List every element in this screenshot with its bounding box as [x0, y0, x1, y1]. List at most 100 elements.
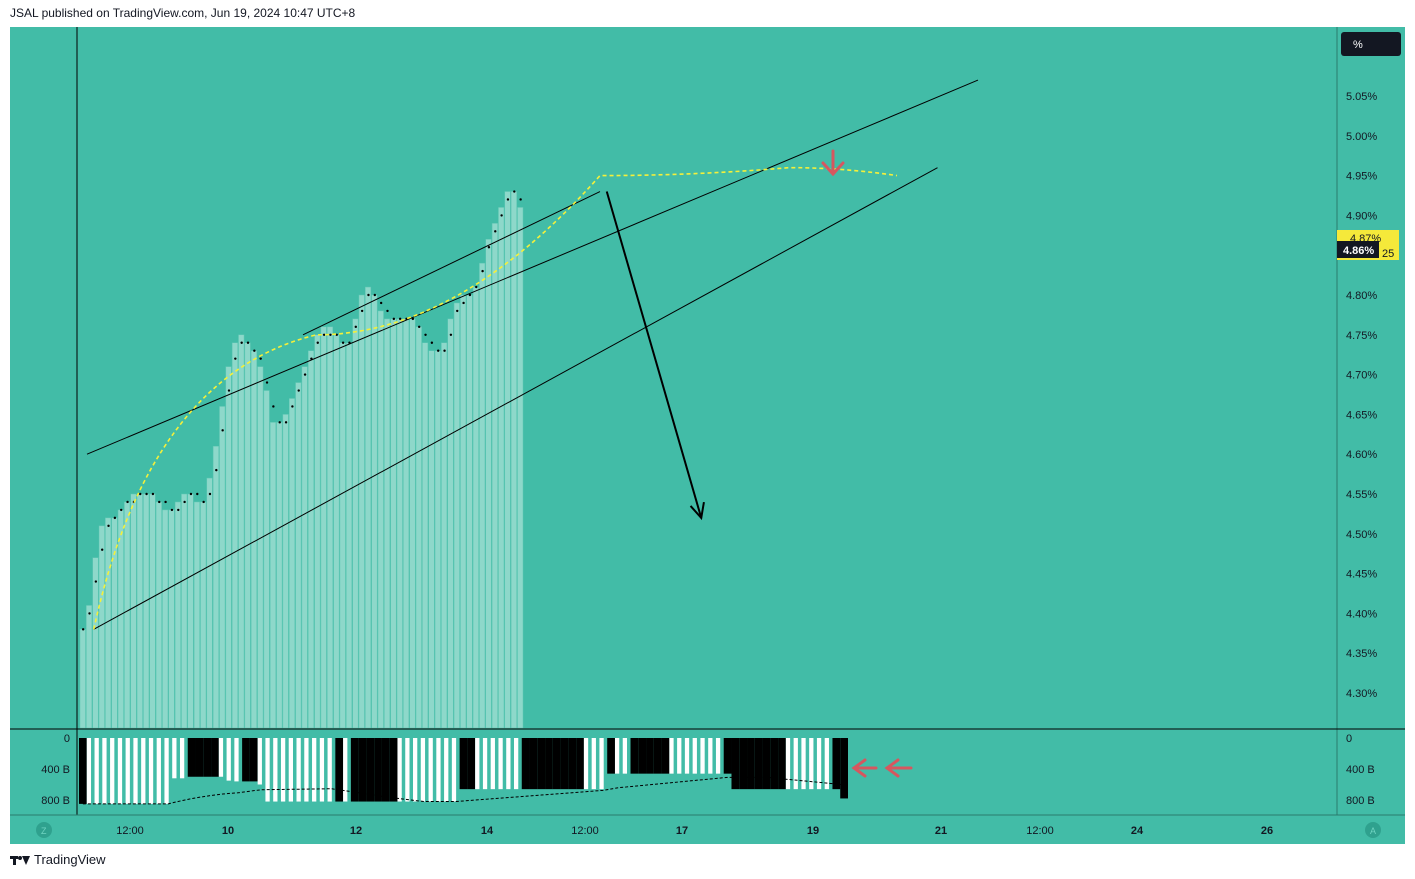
price-bar — [320, 326, 327, 729]
price-dot — [291, 405, 294, 408]
volume-bar — [420, 738, 426, 802]
volume-average-line — [82, 776, 845, 805]
unit-button[interactable] — [1341, 32, 1401, 56]
price-bar — [86, 605, 93, 729]
trend-drawings — [86, 79, 979, 630]
price-tick-label: 4.45% — [1346, 569, 1377, 581]
volume-bar — [747, 738, 755, 790]
volume-tick-label-left: 400 B — [41, 764, 70, 776]
auto-scale-button-label: A — [1370, 826, 1376, 836]
volume-bar — [110, 738, 115, 804]
tradingview-logo-icon — [10, 854, 30, 866]
channel-lower-line[interactable] — [93, 167, 938, 630]
price-dot — [126, 500, 129, 504]
current-price-label-bg — [1337, 241, 1379, 258]
price-bar — [187, 493, 194, 729]
price-dot — [284, 421, 288, 424]
time-tick-label: 19 — [807, 825, 819, 837]
channel-upper-line[interactable] — [86, 79, 979, 455]
chart-frame[interactable]: 5.05%5.00%4.95%4.90%4.85%4.80%4.75%4.70%… — [10, 27, 1405, 844]
volume-bar — [700, 738, 705, 774]
projection-arrow-head — [689, 501, 705, 521]
price-dot — [360, 309, 364, 313]
price-dot — [367, 293, 370, 297]
volume-bar — [327, 738, 332, 802]
price-dot — [221, 429, 224, 432]
volume-bar — [265, 738, 270, 802]
price-bar — [517, 207, 524, 729]
wedge-upper-line[interactable] — [302, 191, 601, 336]
price-bar — [257, 366, 264, 729]
volume-bar — [599, 738, 604, 790]
price-dot — [513, 190, 516, 193]
volume-bar — [506, 738, 511, 790]
price-bar — [117, 509, 124, 729]
volume-bar — [405, 738, 410, 802]
price-dot — [494, 230, 497, 233]
price-dot — [379, 301, 383, 305]
volume-bar — [257, 738, 262, 785]
price-dot — [354, 325, 357, 329]
auto-scale-button[interactable] — [1365, 822, 1381, 838]
price-dot — [215, 468, 218, 472]
price-tick-label: 4.50% — [1346, 529, 1377, 541]
price-dot — [234, 357, 237, 360]
price-dot — [500, 214, 503, 217]
unit-button-label: % — [1353, 39, 1363, 51]
volume-signal-arrows-icon — [851, 758, 913, 778]
volume-bar — [669, 738, 674, 774]
price-dot — [208, 492, 212, 496]
volume-bar — [684, 738, 690, 774]
time-tick-label: 12:00 — [116, 825, 144, 837]
price-dot — [443, 349, 446, 352]
price-bar — [174, 501, 181, 729]
volume-bar — [715, 738, 721, 774]
price-bar — [409, 318, 416, 729]
price-bar — [491, 223, 498, 729]
price-dot — [88, 612, 91, 615]
volume-bar — [521, 738, 530, 790]
volume-bar — [413, 738, 418, 802]
price-bar — [434, 350, 441, 729]
price-dot — [120, 508, 123, 512]
price-bar — [124, 501, 131, 729]
price-dot — [113, 516, 117, 520]
volume-bar — [117, 738, 123, 804]
price-bar — [155, 501, 162, 729]
price-tick-label: 4.75% — [1346, 330, 1377, 342]
price-dot — [481, 269, 484, 273]
price-bar — [485, 239, 492, 729]
price-dot — [107, 524, 110, 528]
volume-bar — [739, 738, 748, 790]
price-tick-label: 4.95% — [1346, 171, 1377, 183]
price-dot — [158, 500, 161, 504]
price-dot — [151, 492, 155, 496]
price-bar — [288, 398, 296, 729]
price-bar — [466, 294, 473, 729]
price-bar — [479, 262, 486, 729]
price-dot — [164, 500, 167, 504]
price-dot — [398, 317, 402, 321]
price-bar — [231, 342, 238, 729]
price-dot — [240, 341, 243, 344]
projection-arrow[interactable] — [605, 191, 703, 519]
volume-bar — [203, 738, 212, 777]
volume-bar — [607, 738, 615, 774]
brand-footer: TradingView — [10, 852, 106, 867]
price-dot — [411, 317, 415, 321]
price-bar — [200, 501, 207, 729]
time-tick-label: 12:00 — [571, 825, 599, 837]
price-bar — [238, 334, 245, 729]
price-bar — [295, 382, 302, 729]
log-scale-button[interactable] — [36, 822, 52, 838]
price-bar — [98, 525, 105, 729]
price-dot — [329, 333, 332, 336]
chart-svg[interactable]: 5.05%5.00%4.95%4.90%4.85%4.80%4.75%4.70%… — [10, 27, 1405, 844]
volume-bar — [141, 738, 146, 804]
price-bar — [79, 629, 86, 729]
price-bar — [504, 191, 511, 729]
price-bar — [390, 318, 397, 729]
volume-bar — [560, 738, 569, 790]
volume-bar — [133, 738, 138, 804]
price-bar — [472, 286, 479, 729]
